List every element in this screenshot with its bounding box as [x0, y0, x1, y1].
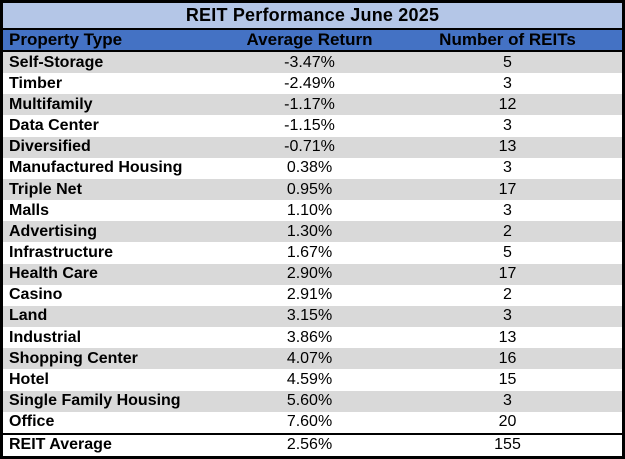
cell-number-of-reits: 3	[503, 307, 512, 325]
table-row: Infrastructure 1.67% 5	[3, 242, 622, 264]
cell-number-of-reits: 5	[503, 243, 512, 261]
table-row: Shopping Center 4.07% 16	[3, 348, 622, 370]
cell-property-type: Single Family Housing	[9, 392, 181, 410]
cell-number-of-reits: 20	[498, 413, 517, 431]
table-row: Health Care 2.90% 17	[3, 263, 622, 285]
summary-row: REIT Average 2.56% 155	[3, 432, 622, 456]
cell-average-return: 1.30%	[286, 222, 333, 240]
cell-property-type: Manufactured Housing	[9, 159, 183, 177]
cell-number-of-reits: 5	[503, 53, 512, 71]
cell-number-of-reits: 15	[498, 370, 517, 388]
cell-property-type: Malls	[9, 201, 50, 219]
table-title: REIT Performance June 2025	[3, 3, 622, 30]
cell-property-type: Casino	[9, 286, 63, 304]
table-body: Self-Storage -3.47% 5 Timber -2.49% 3 Multifam…	[3, 52, 622, 456]
cell-average-return: -1.17%	[284, 95, 335, 113]
table-header: Property Type Average Return Number of R…	[3, 30, 622, 52]
cell-property-type: Data Center	[9, 117, 99, 135]
column-header-number-of-reits: Number of REITs	[439, 30, 576, 49]
cell-number-of-reits: 3	[503, 392, 512, 410]
cell-property-type: Infrastructure	[9, 243, 114, 261]
cell-number-of-reits: 3	[503, 159, 512, 177]
cell-average-return: -1.15%	[284, 117, 335, 135]
cell-property-type: Timber	[9, 74, 63, 92]
table-row: Industrial 3.86% 13	[3, 327, 622, 349]
cell-number-of-reits: 13	[498, 328, 517, 346]
cell-average-return: 4.59%	[286, 370, 333, 388]
cell-average-return: -0.71%	[284, 138, 335, 156]
cell-average-return: 5.60%	[286, 392, 333, 410]
cell-number-of-reits: 3	[503, 117, 512, 135]
table-row: Office 7.60% 20	[3, 411, 622, 433]
cell-number-of-reits: 12	[498, 95, 517, 113]
cell-average-return: 7.60%	[286, 413, 333, 431]
cell-number-of-reits: 16	[498, 349, 517, 367]
cell-number-of-reits: 17	[498, 265, 517, 283]
cell-property-type: REIT Average	[9, 436, 112, 454]
cell-number-of-reits: 3	[503, 74, 512, 92]
cell-property-type: Triple Net	[9, 180, 82, 198]
column-header-property-type: Property Type	[9, 30, 123, 49]
cell-average-return: 4.07%	[286, 349, 333, 367]
cell-property-type: Shopping Center	[9, 349, 138, 367]
cell-average-return: 1.67%	[286, 243, 333, 261]
cell-average-return: -2.49%	[284, 74, 335, 92]
table-row: Single Family Housing 5.60% 3	[3, 390, 622, 412]
table-row: Manufactured Housing 0.38% 3	[3, 157, 622, 179]
column-header-average-return: Average Return	[246, 30, 373, 49]
table-row: Casino 2.91% 2	[3, 284, 622, 306]
cell-property-type: Self-Storage	[9, 53, 104, 71]
cell-average-return: 0.38%	[286, 159, 333, 177]
cell-number-of-reits: 13	[498, 138, 517, 156]
cell-average-return: 0.95%	[286, 180, 333, 198]
cell-average-return: 3.86%	[286, 328, 333, 346]
table-row: Land 3.15% 3	[3, 305, 622, 328]
cell-average-return: 3.15%	[286, 307, 333, 325]
table-row: Triple Net 0.95% 17	[3, 178, 622, 201]
table-row: Multifamily -1.17% 12	[3, 94, 622, 116]
cell-property-type: Health Care	[9, 265, 98, 283]
cell-average-return: 2.91%	[286, 286, 333, 304]
cell-average-return: 1.10%	[286, 201, 333, 219]
table-row: Self-Storage -3.47% 5	[3, 52, 622, 74]
cell-average-return: 2.56%	[286, 436, 333, 454]
table-row: Advertising 1.30% 2	[3, 221, 622, 243]
table-row: Timber -2.49% 3	[3, 73, 622, 95]
cell-number-of-reits: 155	[494, 436, 521, 454]
cell-property-type: Office	[9, 413, 55, 431]
cell-number-of-reits: 2	[503, 222, 512, 240]
cell-property-type: Diversified	[9, 138, 91, 156]
cell-average-return: 2.90%	[286, 265, 333, 283]
table-row: Diversified -0.71% 13	[3, 136, 622, 158]
cell-property-type: Multifamily	[9, 95, 93, 113]
cell-property-type: Hotel	[9, 370, 49, 388]
table-row: Data Center -1.15% 3	[3, 115, 622, 137]
table-row: Hotel 4.59% 15	[3, 369, 622, 391]
cell-number-of-reits: 2	[503, 286, 512, 304]
cell-property-type: Land	[9, 307, 48, 325]
cell-average-return: -3.47%	[284, 53, 335, 71]
cell-property-type: Industrial	[9, 328, 82, 346]
cell-number-of-reits: 3	[503, 201, 512, 219]
cell-property-type: Advertising	[9, 222, 98, 240]
cell-number-of-reits: 17	[498, 180, 517, 198]
table-row: Malls 1.10% 3	[3, 200, 622, 222]
